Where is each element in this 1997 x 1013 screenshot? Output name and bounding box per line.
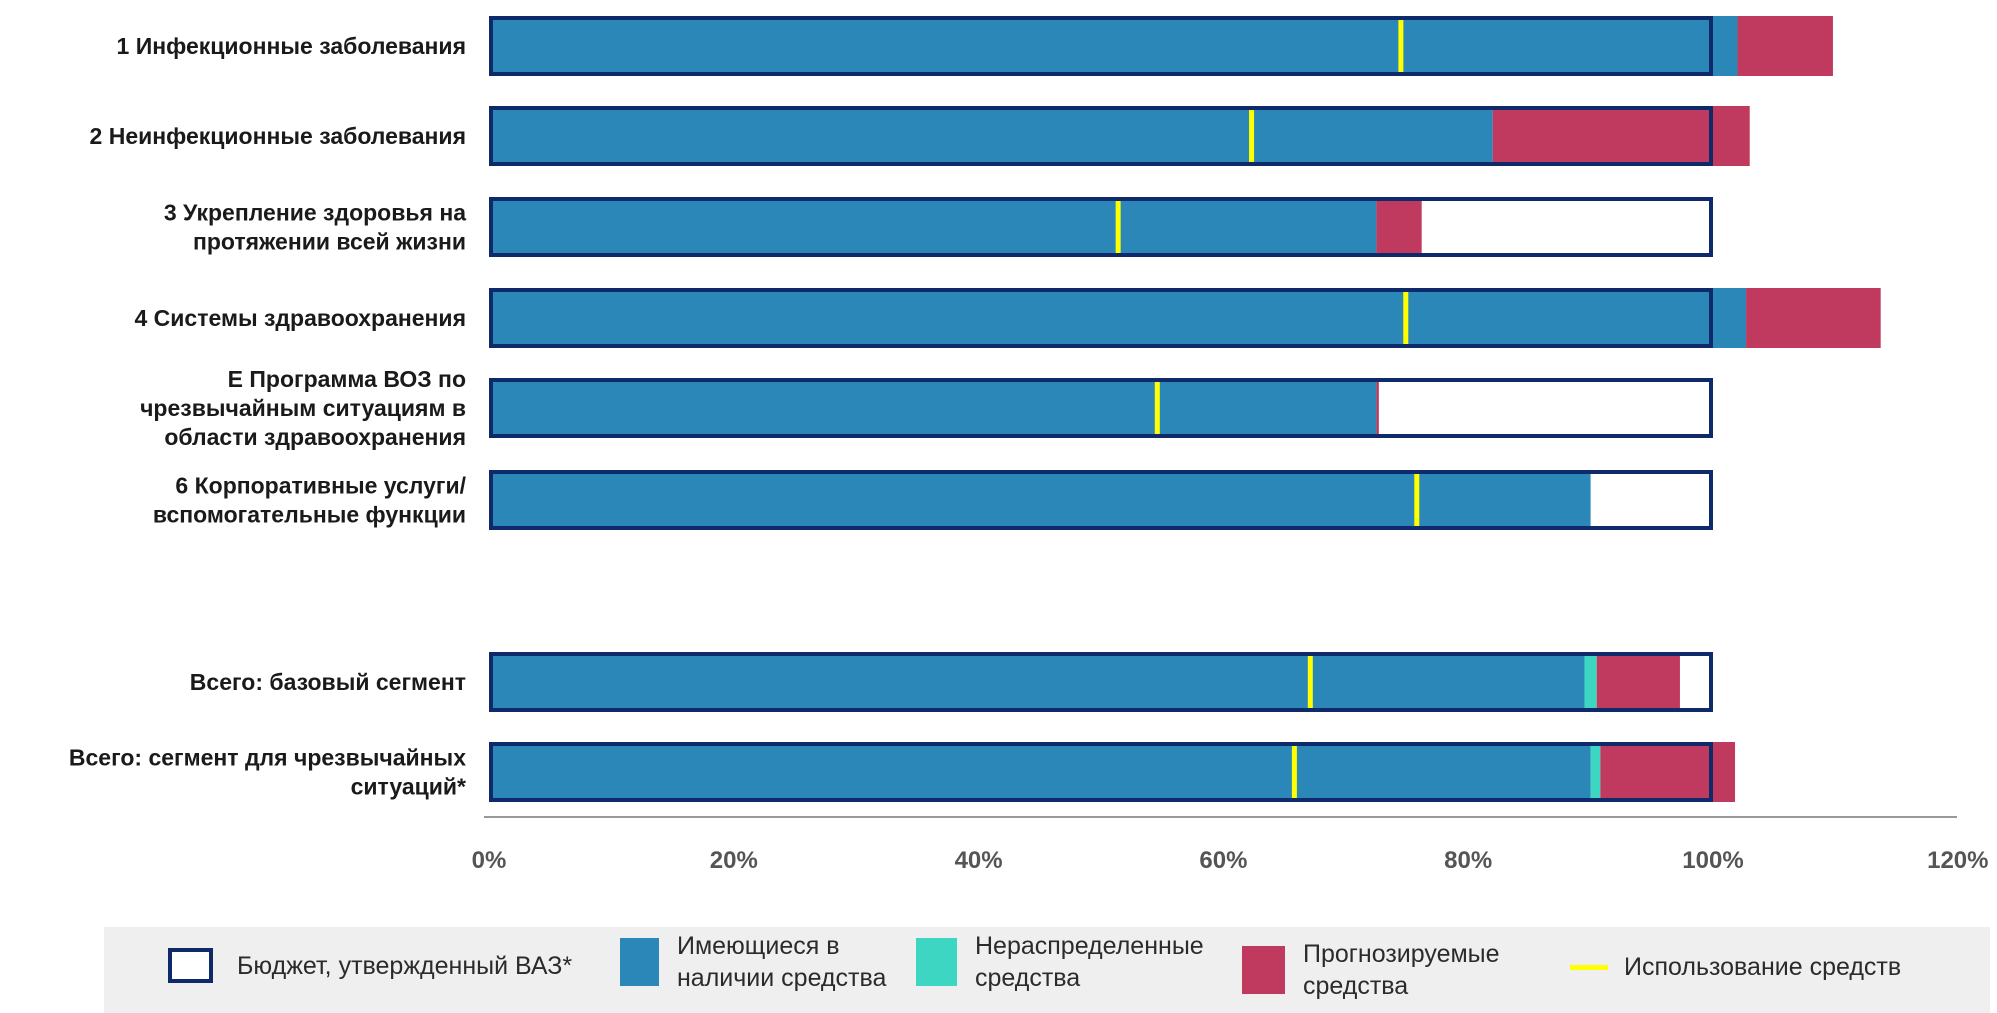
bar-segment-available [489, 106, 1493, 166]
budget-outline [489, 652, 1713, 712]
category-label: чрезвычайным ситуациям в [140, 395, 466, 421]
legend-item-available: Имеющиеся в наличии средства [620, 930, 886, 994]
legend-item-budget: Бюджет, утвержденный ВАЗ* [168, 948, 572, 983]
legend-label-unallocated-line1: Нераспределенные [975, 932, 1204, 960]
legend: Бюджет, утвержденный ВАЗ* Имеющиеся в на… [104, 927, 1990, 1013]
usage-marker [1249, 110, 1255, 162]
bar-segment-unallocated [1590, 742, 1601, 802]
bar-segment-unallocated [1584, 652, 1597, 712]
category-label: области здравоохранения [164, 424, 466, 450]
bar-segment-available [489, 470, 1591, 530]
usage-marker [1414, 474, 1420, 526]
budget-outline [489, 197, 1713, 257]
legend-item-projected: Прогнозируемые средства [1242, 938, 1500, 1002]
category-label: Всего: базовый сегмент [190, 669, 466, 695]
x-tick-label: 120% [1927, 847, 1988, 874]
usage-marker [1398, 20, 1404, 72]
legend-swatch-usage [1570, 964, 1608, 970]
bar-segment-available [489, 378, 1377, 438]
legend-label-available-line2: наличии средства [677, 964, 887, 992]
category-label: 2 Неинфекционные заболевания [90, 123, 466, 149]
legend-label-usage: Использование средств [1624, 953, 1902, 981]
usage-marker [1291, 746, 1297, 798]
chart: 1 Инфекционные заболевания 2 Неинфекционн… [69, 16, 1988, 874]
budget-outline [489, 288, 1713, 348]
legend-swatch-available [620, 938, 659, 986]
category-label: вспомогательные функции [153, 502, 466, 528]
category-label: Всего: сегмент для чрезвычайных [69, 745, 466, 771]
bar-segment-projected [1600, 742, 1736, 802]
x-tick-label: 60% [1199, 847, 1247, 874]
category-label: 1 Инфекционные заболевания [117, 33, 466, 59]
legend-swatch-budget [168, 948, 213, 983]
budget-outline [489, 470, 1713, 530]
budget-outline [489, 16, 1713, 76]
legend-swatch-unallocated [916, 938, 957, 986]
category-label: 6 Корпоративные услуги/ [175, 473, 466, 499]
usage-marker [1307, 656, 1313, 708]
legend-label-projected-line1: Прогнозируемые [1303, 940, 1500, 968]
bar-segment-available [489, 197, 1377, 257]
budget-outline [489, 742, 1713, 802]
legend-swatch-projected [1242, 946, 1285, 994]
budget-outline [489, 378, 1713, 438]
usage-marker [1154, 382, 1160, 434]
x-tick-label: 40% [955, 847, 1003, 874]
legend-label-available-line1: Имеющиеся в [677, 932, 840, 960]
usage-marker [1403, 292, 1409, 344]
category-label: 4 Системы здравоохранения [134, 305, 466, 331]
usage-marker [1115, 201, 1121, 253]
x-tick-label: 80% [1444, 847, 1492, 874]
legend-label-budget: Бюджет, утвержденный ВАЗ* [237, 951, 573, 980]
bar-segment-projected [1376, 197, 1422, 257]
legend-label-projected-line2: средства [1303, 972, 1409, 1000]
bar-segment-projected [1596, 652, 1680, 712]
category-label: 3 Укрепление здоровья на [164, 200, 466, 226]
bar-segment-projected [1492, 106, 1750, 166]
bar-segment-available [489, 742, 1591, 802]
bar-segment-projected [1737, 16, 1833, 76]
bar-segment-available [489, 652, 1585, 712]
budget-outline [489, 106, 1713, 166]
x-tick-label: 20% [710, 847, 758, 874]
legend-item-unallocated: Нераспределенные средства [916, 930, 1204, 994]
x-tick-label: 0% [472, 847, 507, 874]
category-label: E Программа ВОЗ по [228, 366, 466, 392]
legend-item-usage: Использование средств [1570, 951, 1901, 983]
bar-segment-available [489, 16, 1738, 76]
category-label: ситуаций* [351, 774, 466, 800]
x-tick-label: 100% [1682, 847, 1743, 874]
legend-label-unallocated-line2: средства [975, 964, 1081, 992]
bar-segment-projected [1376, 378, 1379, 438]
bar-segment-projected [1746, 288, 1881, 348]
category-label: протяжении всей жизни [193, 229, 466, 255]
bar-segment-available [489, 288, 1747, 348]
